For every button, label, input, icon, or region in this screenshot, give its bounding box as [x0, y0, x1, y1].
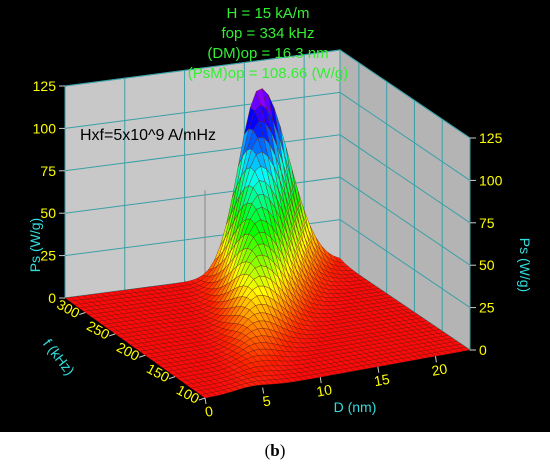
x-tick-1 — [262, 387, 265, 394]
surface-svg: 0255075100125025507510012505101520100150… — [27, 5, 533, 420]
z-tick-label-right-0: 0 — [479, 342, 487, 358]
figure-caption: (b) — [0, 436, 550, 466]
z-tick-label-left-4: 100 — [33, 120, 57, 136]
wall-grid-z-1 — [64, 219, 471, 309]
z-tick-label-left-1: 25 — [40, 248, 56, 264]
x-tick-0 — [204, 397, 207, 405]
x-tick-2 — [319, 377, 322, 384]
z-tick-label-right-3: 75 — [479, 215, 495, 231]
z-axis-label-left: Ps (W/g) — [27, 218, 43, 272]
z-tick-label-right-2: 50 — [479, 257, 495, 273]
inset-label: Hxf=5x10^9 A/mHz — [80, 127, 216, 144]
x-tick-label-4: 20 — [430, 360, 448, 378]
x-tick-4 — [434, 356, 437, 363]
z-tick-label-left-5: 125 — [33, 78, 57, 94]
z-tick-label-right-4: 100 — [479, 172, 503, 188]
caption-letter: b — [270, 441, 280, 460]
x-tick-3 — [377, 366, 380, 373]
wall-grid-z-3 — [64, 134, 471, 224]
x-tick-label-1: 5 — [261, 392, 272, 409]
y-tick-2 — [139, 354, 146, 358]
y-tick-1 — [168, 376, 176, 380]
caption-close: ) — [279, 441, 286, 460]
annotation-line-3: (DM)op = 16.3 nm — [207, 45, 328, 62]
wall-grid-z-5 — [64, 49, 471, 139]
y-tick-3 — [109, 333, 116, 337]
x-axis-label: D (nm) — [334, 399, 377, 415]
z-tick-label-right-1: 25 — [479, 300, 495, 316]
z-tick-label-left-2: 50 — [40, 205, 56, 221]
z-tick-label-left-3: 75 — [40, 163, 56, 179]
caption-open: ( — [264, 441, 271, 460]
surface-plot: 0 25 50 75 100 125 0 25 50 75 100 125 0 5 10 15 20 100 150… — [0, 0, 550, 432]
z-axis-label-right: Ps (W/g) — [517, 238, 533, 292]
annotation-line-2: fop = 334 kHz — [222, 25, 315, 42]
annotation-line-4: (PsM)op = 108.66 (W/g) — [188, 65, 348, 82]
x-tick-label-2: 10 — [315, 381, 333, 399]
annotation-line-1: H = 15 kA/m — [227, 5, 310, 22]
z-tick-label-right-5: 125 — [479, 130, 503, 146]
y-tick-0 — [198, 397, 206, 401]
y-axis-label: f (kHz) — [40, 336, 78, 378]
wall-grid-z-2 — [64, 176, 471, 266]
z-tick-label-left-0: 0 — [48, 290, 56, 306]
surface-mesh — [64, 87, 471, 399]
x-tick-label-0: 0 — [204, 403, 215, 420]
wall-grid-z-4 — [64, 91, 471, 181]
labels: H = 15 kA/m fop = 334 kHz (DM)op = 16.3 … — [27, 5, 533, 415]
y-tick-4 — [79, 312, 86, 316]
x-tick-label-3: 15 — [373, 371, 391, 389]
